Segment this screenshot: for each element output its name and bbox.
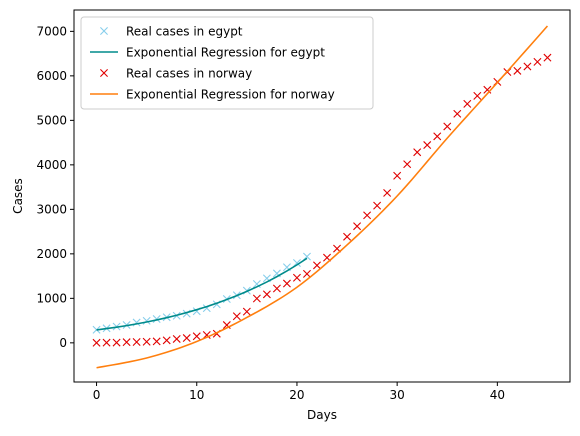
data-point: [283, 280, 290, 287]
legend-label: Real cases in egypt: [126, 25, 243, 39]
data-point: [163, 337, 170, 344]
data-point: [143, 338, 150, 345]
data-point: [193, 333, 200, 340]
x-tick-label: 20: [289, 388, 304, 402]
series-real-cases-in-egypt: [93, 253, 311, 333]
x-axis-label: Days: [307, 408, 337, 422]
y-tick-label: 5000: [36, 113, 67, 127]
y-tick-label: 1000: [36, 291, 67, 305]
y-tick-label: 3000: [36, 202, 67, 216]
data-point: [534, 58, 541, 65]
x-tick-label: 30: [390, 388, 405, 402]
legend-label: Real cases in norway: [126, 67, 252, 81]
data-point: [444, 123, 451, 130]
data-point: [474, 92, 481, 99]
data-point: [384, 189, 391, 196]
y-tick-label: 4000: [36, 158, 67, 172]
x-axis: 0 10 20 30 40: [93, 382, 505, 402]
y-axis: 0 1000 2000 3000 4000 5000 6000 7000: [36, 24, 74, 349]
legend-item: Exponential Regression for egypt: [90, 46, 325, 60]
x-tick-label: 10: [189, 388, 204, 402]
data-point: [514, 67, 521, 74]
x-tick-label: 0: [93, 388, 101, 402]
data-point: [123, 339, 130, 346]
data-point: [173, 335, 180, 342]
y-tick-label: 7000: [36, 24, 67, 38]
data-point: [343, 233, 350, 240]
legend-label: Exponential Regression for egypt: [126, 46, 325, 60]
legend: Real cases in egypt Exponential Regressio…: [81, 17, 373, 109]
data-point: [233, 313, 240, 320]
data-point: [404, 161, 411, 168]
data-point: [424, 141, 431, 148]
series-exponential-regression-for-egypt: [97, 258, 307, 330]
y-tick-label: 0: [59, 336, 67, 350]
data-point: [454, 110, 461, 117]
data-point: [544, 54, 551, 61]
data-point: [103, 339, 110, 346]
data-point: [133, 338, 140, 345]
x-tick-label: 40: [490, 388, 505, 402]
data-point: [434, 133, 441, 140]
data-point: [524, 63, 531, 70]
data-point: [363, 212, 370, 219]
data-point: [293, 274, 300, 281]
data-point: [464, 100, 471, 107]
data-point: [394, 172, 401, 179]
y-tick-label: 6000: [36, 69, 67, 83]
data-point: [313, 262, 320, 269]
data-point: [113, 339, 120, 346]
legend-label: Exponential Regression for norway: [126, 88, 335, 102]
data-point: [183, 334, 190, 341]
data-point: [414, 149, 421, 156]
y-tick-label: 2000: [36, 247, 67, 261]
data-point: [374, 202, 381, 209]
data-point: [153, 338, 160, 345]
data-point: [273, 285, 280, 292]
data-point: [243, 308, 250, 315]
data-point: [303, 270, 310, 277]
regression-line: [97, 258, 307, 330]
y-axis-label: Cases: [11, 178, 25, 214]
data-point: [353, 223, 360, 230]
data-point: [253, 295, 260, 302]
data-point: [263, 291, 270, 298]
legend-item: Exponential Regression for norway: [90, 88, 335, 102]
data-point: [93, 339, 100, 346]
